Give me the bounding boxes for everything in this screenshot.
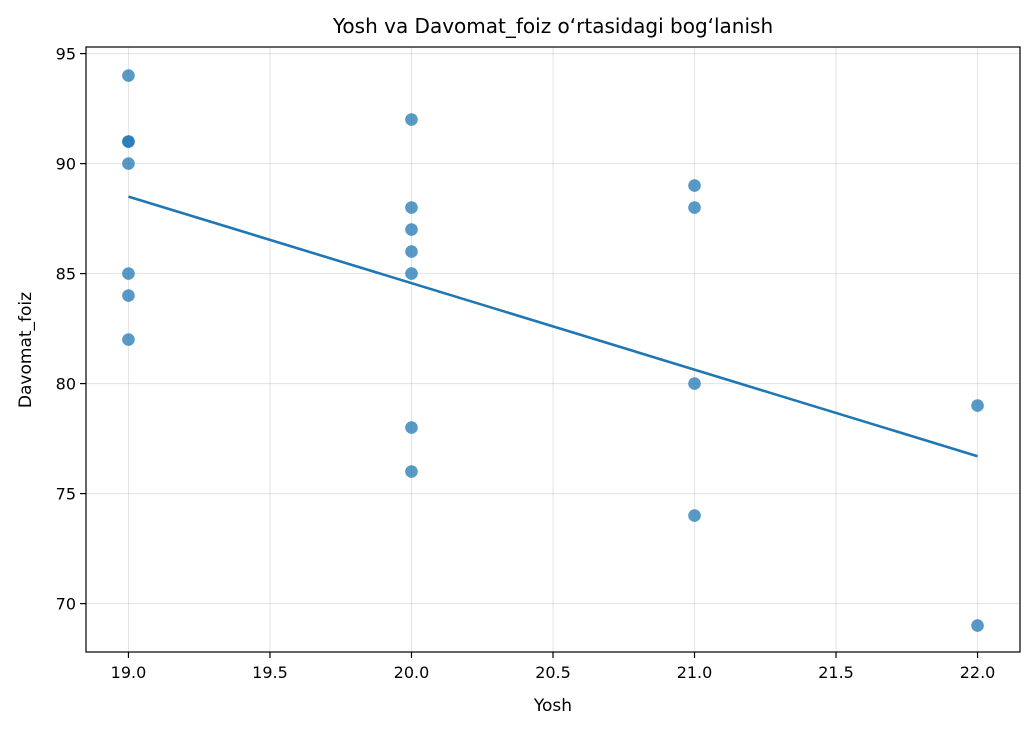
data-point bbox=[122, 135, 135, 148]
y-tick-label: 90 bbox=[56, 155, 76, 174]
data-point bbox=[405, 223, 418, 236]
chart-title: Yosh va Davomat_foiz o‘rtasidagi bog‘lan… bbox=[332, 14, 773, 38]
trend-line bbox=[128, 195, 978, 458]
data-point bbox=[971, 399, 984, 412]
x-axis-label: Yosh bbox=[533, 696, 572, 716]
y-tick-label: 75 bbox=[56, 485, 76, 504]
data-point bbox=[688, 509, 701, 522]
data-point bbox=[122, 333, 135, 346]
y-tick-label: 95 bbox=[56, 45, 76, 64]
data-point bbox=[122, 157, 135, 170]
y-tick-label: 85 bbox=[56, 265, 76, 284]
x-tick-label: 21.5 bbox=[818, 663, 854, 682]
data-point bbox=[405, 245, 418, 258]
data-point bbox=[122, 289, 135, 302]
y-axis-label: Davomat_foiz bbox=[16, 292, 36, 408]
x-axis-ticks: 19.0 19.5 20.0 20.5 21.0 21.5 22.0 bbox=[111, 652, 996, 682]
data-point bbox=[688, 201, 701, 214]
x-tick-label: 20.0 bbox=[394, 663, 430, 682]
data-point bbox=[122, 267, 135, 280]
data-point bbox=[405, 421, 418, 434]
points-layer bbox=[122, 69, 984, 632]
data-point bbox=[122, 69, 135, 82]
data-point bbox=[405, 113, 418, 126]
y-tick-label: 70 bbox=[56, 595, 76, 614]
data-point bbox=[971, 619, 984, 632]
x-tick-label: 21.0 bbox=[677, 663, 713, 682]
data-point bbox=[688, 179, 701, 192]
data-point bbox=[405, 267, 418, 280]
data-point bbox=[405, 465, 418, 478]
data-point bbox=[405, 201, 418, 214]
x-tick-label: 19.0 bbox=[111, 663, 147, 682]
x-tick-label: 20.5 bbox=[535, 663, 571, 682]
grid bbox=[86, 47, 1020, 652]
data-point bbox=[688, 377, 701, 390]
x-tick-label: 19.5 bbox=[252, 663, 288, 682]
x-tick-label: 22.0 bbox=[960, 663, 996, 682]
y-axis-ticks: 70 75 80 85 90 95 bbox=[56, 45, 86, 614]
trend-layer bbox=[128, 195, 978, 458]
y-tick-label: 80 bbox=[56, 375, 76, 394]
